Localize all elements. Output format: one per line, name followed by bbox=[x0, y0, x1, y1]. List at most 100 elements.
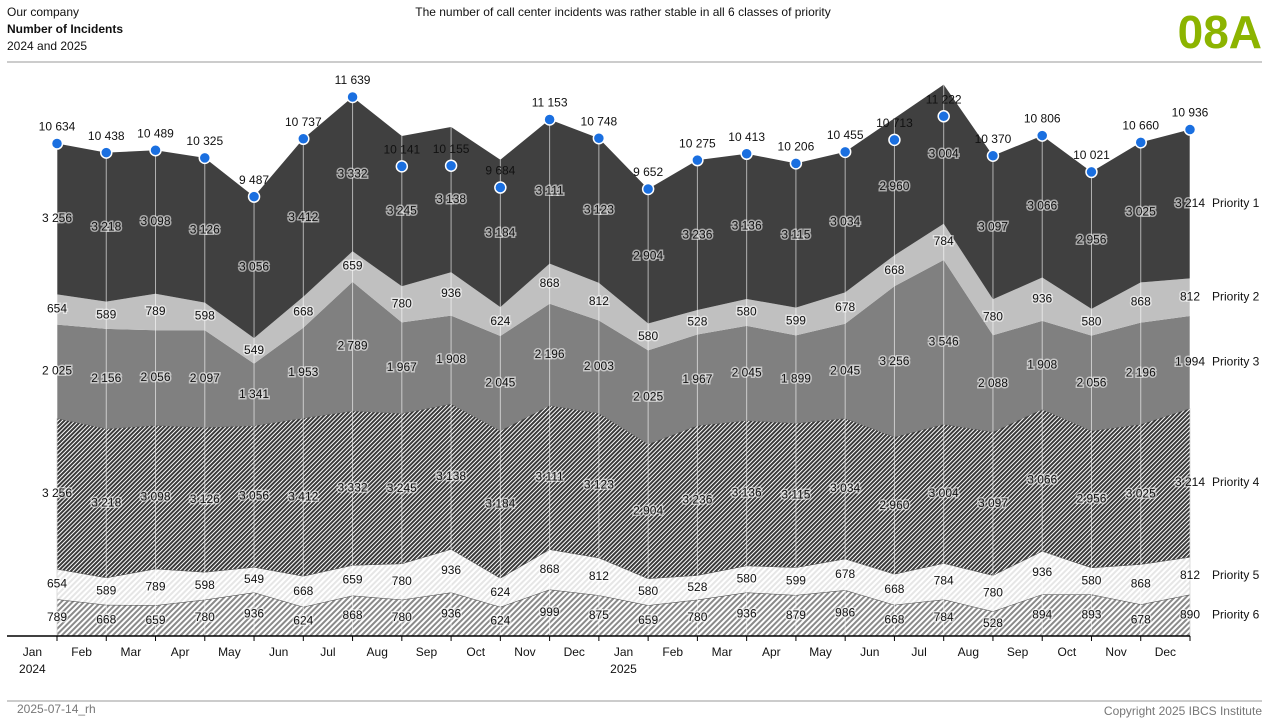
data-label: 668 bbox=[884, 613, 904, 627]
data-label: 624 bbox=[490, 585, 510, 599]
data-label: 3 115 bbox=[781, 488, 810, 502]
data-label: 549 bbox=[244, 343, 264, 357]
x-tick-label: Jul bbox=[320, 645, 335, 659]
data-label: 3 066 bbox=[1027, 472, 1057, 486]
data-label: 3 056 bbox=[239, 260, 269, 274]
x-tick-label: Jun bbox=[269, 645, 288, 659]
data-label: 580 bbox=[638, 329, 658, 343]
total-dot bbox=[1134, 136, 1147, 149]
data-label: 3 098 bbox=[141, 214, 171, 228]
x-tick-label: May bbox=[218, 645, 241, 659]
data-label: 780 bbox=[687, 610, 707, 624]
data-label: 589 bbox=[96, 307, 116, 321]
total-label: 11 639 bbox=[335, 73, 371, 87]
data-label: 936 bbox=[1032, 291, 1052, 305]
legend-label: Priority 4 bbox=[1212, 475, 1260, 489]
data-label: 2 904 bbox=[633, 504, 663, 518]
data-label: 3 138 bbox=[436, 469, 466, 483]
data-label: 784 bbox=[934, 610, 954, 624]
data-label: 868 bbox=[540, 276, 560, 290]
x-tick-label: Mar bbox=[121, 645, 142, 659]
data-label: 3 245 bbox=[387, 203, 417, 217]
data-label: 2 956 bbox=[1076, 233, 1106, 247]
data-label: 2 196 bbox=[535, 347, 565, 361]
x-tick-label: Dec bbox=[564, 645, 585, 659]
data-label: 654 bbox=[47, 576, 67, 590]
data-label: 678 bbox=[835, 300, 855, 314]
data-label: 1 953 bbox=[288, 365, 318, 379]
data-label: 549 bbox=[244, 572, 264, 586]
total-dot bbox=[346, 90, 359, 104]
data-label: 3 004 bbox=[929, 146, 959, 160]
data-label: 3 218 bbox=[91, 495, 121, 509]
data-label: 893 bbox=[1081, 607, 1101, 621]
data-label: 3 034 bbox=[830, 481, 860, 495]
data-label: 528 bbox=[687, 580, 707, 594]
data-label: 599 bbox=[786, 314, 806, 328]
data-label: 2 003 bbox=[584, 359, 614, 373]
x-tick-label: Aug bbox=[367, 645, 388, 659]
date-code: 2025-07-14_rh bbox=[17, 702, 96, 716]
data-label: 659 bbox=[146, 613, 166, 627]
total-label: 10 713 bbox=[876, 116, 913, 130]
data-label: 3 138 bbox=[436, 192, 466, 206]
data-label: 2 960 bbox=[879, 498, 909, 512]
x-tick-label: Oct bbox=[1058, 645, 1077, 659]
x-tick-label: Sep bbox=[1007, 645, 1029, 659]
data-label: 3 034 bbox=[830, 214, 860, 228]
data-label: 3 412 bbox=[288, 210, 318, 224]
total-dot bbox=[641, 182, 655, 196]
total-label: 10 438 bbox=[88, 129, 125, 143]
data-label: 3 236 bbox=[682, 227, 712, 241]
total-dot bbox=[100, 146, 113, 159]
total-dot bbox=[888, 133, 901, 147]
data-label: 2 025 bbox=[633, 389, 663, 403]
data-label: 936 bbox=[737, 606, 757, 620]
legend-label: Priority 6 bbox=[1212, 608, 1260, 622]
total-label: 9 652 bbox=[633, 165, 663, 179]
data-label: 868 bbox=[1131, 577, 1151, 591]
data-label: 780 bbox=[392, 297, 412, 311]
total-label: 10 634 bbox=[39, 120, 76, 134]
data-label: 3 236 bbox=[682, 493, 712, 507]
total-dot bbox=[838, 145, 852, 159]
data-label: 668 bbox=[884, 263, 904, 277]
x-tick-label: Oct bbox=[466, 645, 485, 659]
total-label: 10 021 bbox=[1073, 148, 1110, 162]
data-label: 580 bbox=[1081, 314, 1101, 328]
data-label: 2 956 bbox=[1076, 492, 1106, 506]
total-dot bbox=[1183, 123, 1197, 136]
total-dot bbox=[986, 149, 1000, 163]
x-tick-label: Sep bbox=[416, 645, 438, 659]
data-label: 3 115 bbox=[781, 228, 810, 242]
data-label: 3 256 bbox=[42, 211, 72, 225]
data-label: 668 bbox=[884, 582, 904, 596]
data-label: 3 136 bbox=[732, 485, 762, 499]
data-label: 3 111 bbox=[535, 184, 564, 198]
total-label: 10 141 bbox=[383, 143, 420, 157]
total-dot bbox=[740, 147, 753, 161]
data-label: 789 bbox=[146, 579, 166, 593]
measure: Number of Incidents bbox=[7, 22, 123, 36]
data-label: 3 546 bbox=[929, 334, 959, 348]
area bbox=[57, 260, 1190, 445]
total-dot bbox=[789, 157, 803, 170]
data-label: 580 bbox=[737, 305, 757, 319]
data-label: 3 097 bbox=[978, 220, 1008, 234]
data-label: 986 bbox=[835, 605, 855, 619]
data-label: 868 bbox=[343, 608, 363, 622]
data-label: 3 004 bbox=[929, 486, 959, 500]
x-tick-label: Feb bbox=[662, 645, 683, 659]
data-label: 598 bbox=[195, 578, 215, 592]
data-label: 936 bbox=[441, 286, 461, 300]
total-dot bbox=[937, 110, 950, 123]
data-label: 528 bbox=[983, 616, 1003, 630]
data-label: 3 056 bbox=[239, 489, 269, 503]
data-label: 812 bbox=[589, 569, 609, 583]
data-label: 936 bbox=[441, 606, 461, 620]
data-label: 2 056 bbox=[1076, 375, 1106, 389]
data-label: 3 123 bbox=[584, 203, 614, 217]
data-label: 3 184 bbox=[485, 226, 515, 240]
data-label: 2 025 bbox=[42, 364, 72, 378]
